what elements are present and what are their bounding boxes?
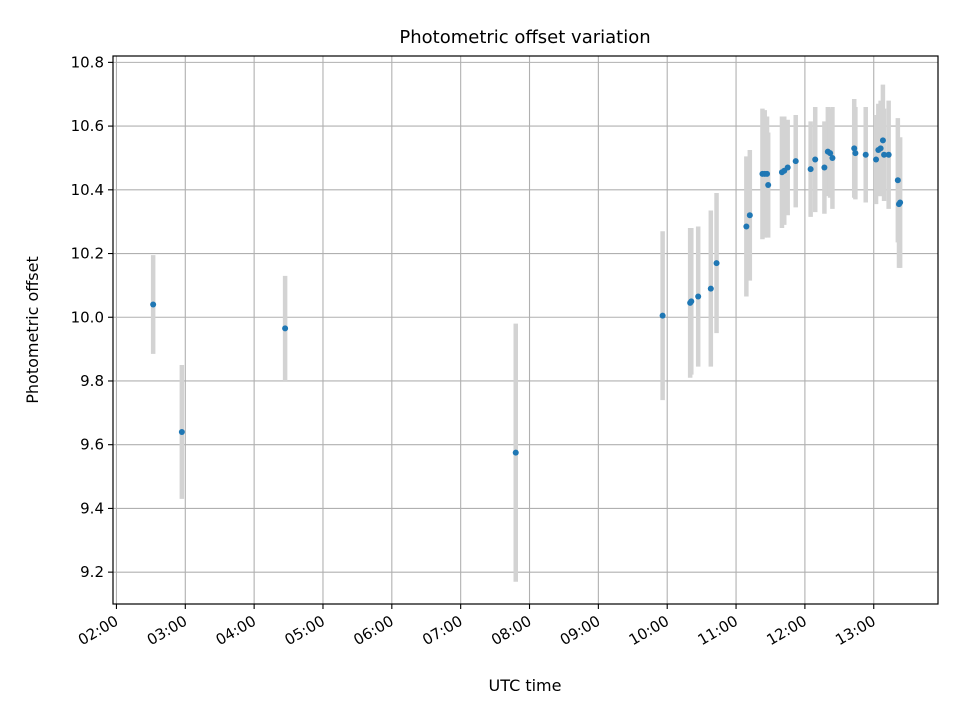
y-tick-label: 9.8 — [80, 372, 104, 390]
data-point — [862, 151, 869, 158]
data-point — [784, 164, 791, 171]
data-point — [829, 154, 836, 161]
data-point — [688, 298, 695, 305]
axes-frame — [112, 55, 939, 605]
data-point — [897, 199, 904, 206]
data-point — [894, 177, 901, 184]
data-point — [873, 156, 880, 163]
data-point — [512, 449, 519, 456]
data-point — [743, 223, 750, 230]
y-axis-title: Photometric offset — [23, 256, 42, 404]
y-tick-label: 10.8 — [71, 53, 104, 71]
data-point — [150, 301, 157, 308]
data-points — [150, 137, 904, 456]
data-point — [695, 293, 702, 300]
data-point — [812, 156, 819, 163]
data-point — [881, 151, 888, 158]
y-tick-label: 10.2 — [71, 245, 104, 263]
data-point — [807, 166, 814, 173]
y-tick-label: 10.0 — [71, 308, 104, 326]
x-axis-title: UTC time — [489, 676, 562, 695]
chart-title: Photometric offset variation — [399, 27, 650, 48]
y-tick-label: 10.6 — [71, 117, 104, 135]
data-point — [282, 325, 289, 332]
data-point — [877, 145, 884, 152]
y-tick-label: 9.4 — [80, 499, 104, 517]
data-point — [746, 212, 753, 219]
data-point — [851, 145, 858, 152]
data-point — [707, 285, 714, 292]
y-tick-label: 9.2 — [80, 563, 104, 581]
data-point — [879, 137, 886, 144]
data-point — [792, 158, 799, 165]
data-point — [764, 170, 771, 177]
data-point — [659, 312, 666, 319]
data-point — [852, 150, 859, 157]
data-point — [821, 164, 828, 171]
grid — [113, 56, 938, 604]
y-tick-label: 10.4 — [71, 181, 104, 199]
data-point — [827, 150, 834, 157]
data-point — [178, 428, 185, 435]
data-point — [765, 182, 772, 189]
data-point — [885, 151, 892, 158]
y-tick-label: 9.6 — [80, 436, 104, 454]
data-point — [713, 260, 720, 267]
